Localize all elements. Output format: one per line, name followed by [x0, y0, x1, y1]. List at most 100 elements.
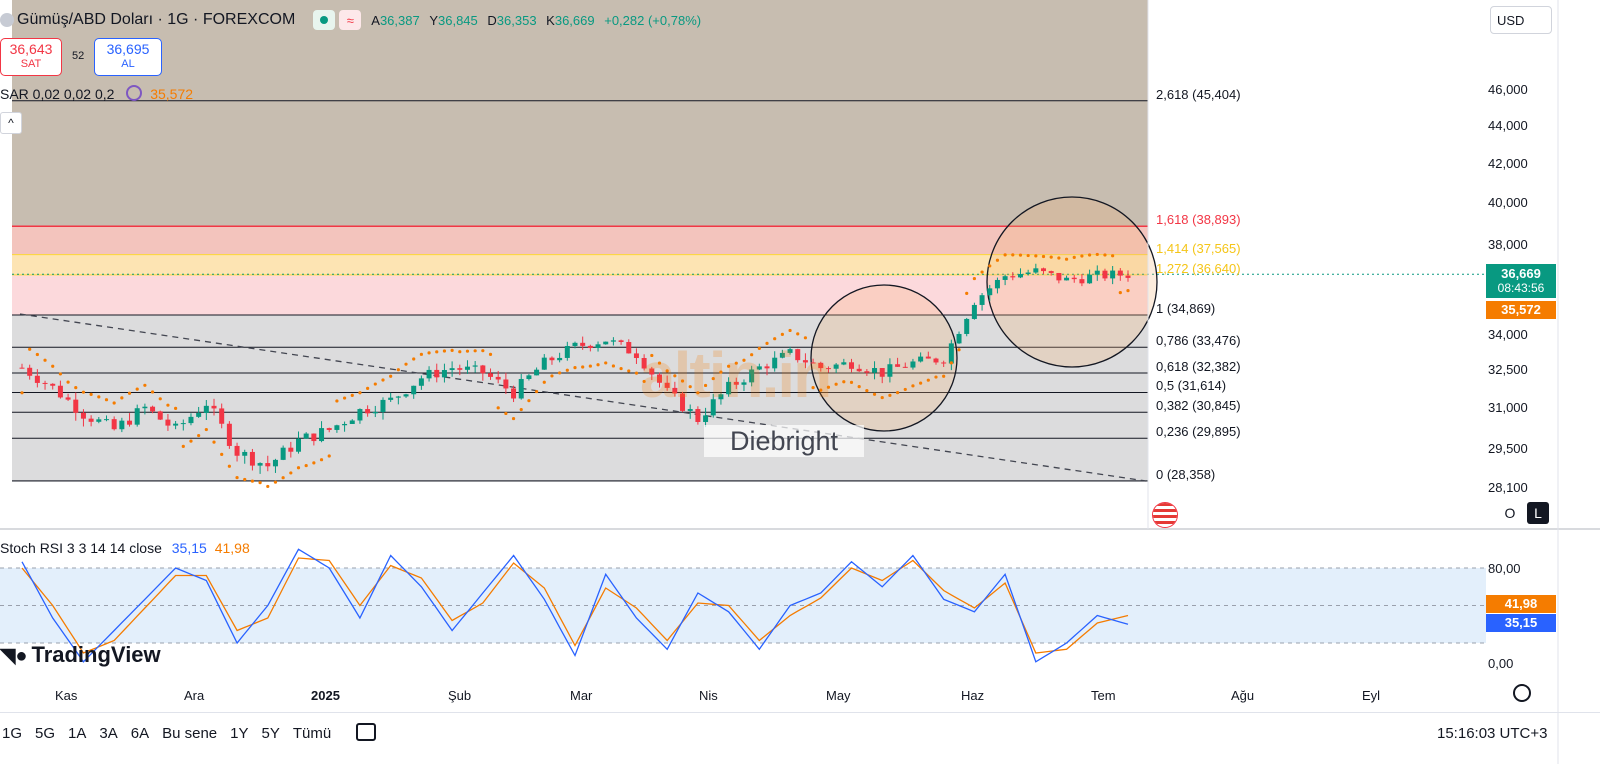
clock-time[interactable]: 15:16:03 UTC+3	[1437, 725, 1548, 742]
candle-body	[626, 341, 632, 354]
sar-dot	[703, 383, 708, 388]
sar-dot	[895, 391, 900, 395]
candle-body	[1025, 272, 1031, 275]
buy-label: AL	[121, 58, 135, 70]
tradingview-logo[interactable]: ◥● TradingView	[0, 642, 161, 668]
range-button[interactable]: 1G	[2, 725, 23, 742]
sar-dot	[281, 476, 285, 480]
delay-icon[interactable]: ≈	[339, 10, 362, 30]
candle-body	[933, 358, 939, 363]
candle-body	[211, 405, 217, 409]
candle-body	[73, 399, 79, 413]
sar-dot	[304, 463, 308, 468]
scale-o-button[interactable]: O	[1504, 505, 1516, 521]
axis-settings-icon[interactable]	[1513, 684, 1531, 702]
range-button[interactable]: 3A	[99, 725, 118, 742]
candle-body	[795, 349, 801, 361]
candle-body	[856, 368, 862, 372]
sar-dot	[197, 433, 201, 438]
sar-label: SAR 0,02 0,02 0,2	[0, 86, 115, 102]
sar-price-tag: 35,572	[1486, 301, 1556, 319]
x-axis-month: Ara	[184, 688, 205, 703]
buy-button[interactable]: 36,695 AL	[94, 38, 162, 76]
range-button[interactable]: Bu sene	[162, 725, 218, 742]
sar-dot	[366, 386, 370, 390]
candle-body	[395, 396, 401, 398]
sar-settings-icon[interactable]	[126, 85, 143, 101]
sar-dot	[396, 368, 400, 372]
sar-dot	[1026, 253, 1030, 258]
sar-dot	[97, 395, 101, 399]
candle-body	[741, 382, 747, 385]
range-button[interactable]: 6A	[130, 725, 150, 742]
sar-dot	[657, 361, 662, 365]
date-range-icon[interactable]	[356, 723, 376, 741]
us-flag-icon[interactable]	[1153, 503, 1177, 527]
candle-body	[818, 362, 824, 369]
candle-body	[918, 356, 924, 362]
sar-dot	[880, 395, 884, 400]
candle-body	[342, 423, 348, 426]
sar-dot	[834, 382, 838, 386]
candle-body	[603, 341, 609, 345]
candle-body	[1017, 274, 1023, 278]
candle-body	[1010, 276, 1016, 278]
candle-body	[1125, 275, 1131, 278]
candle-body	[941, 362, 947, 364]
y-axis-tick: 44,000	[1488, 118, 1528, 133]
range-button[interactable]: 1Y	[230, 725, 249, 742]
range-button[interactable]: Tümü	[292, 725, 332, 742]
sar-legend[interactable]: SAR 0,02 0,02 0,2 35,572	[0, 85, 193, 102]
candle-body	[610, 340, 616, 342]
sar-dot	[573, 366, 577, 370]
sar-dot	[258, 480, 262, 485]
sar-dot	[926, 378, 930, 382]
trendline	[19, 313, 1147, 482]
highlight-circle	[810, 284, 958, 432]
sar-dot	[296, 466, 301, 470]
sar-dot	[673, 374, 677, 378]
sar-dot	[757, 346, 761, 350]
sar-dot	[212, 440, 216, 444]
range-button[interactable]: 1A	[68, 725, 87, 742]
candle-body	[288, 447, 294, 452]
sar-dot	[596, 363, 600, 367]
sar-dot	[358, 391, 362, 395]
candle-body	[19, 367, 25, 369]
symbol-title[interactable]: Gümüş/ABD Doları · 1G · FOREXCOM	[17, 11, 296, 28]
collapse-legend-button[interactable]: ^	[0, 112, 22, 134]
market-open-icon[interactable]	[313, 10, 336, 30]
candle-body	[687, 409, 693, 411]
sar-dot	[335, 399, 339, 403]
sar-dot	[819, 388, 823, 392]
highlight-circle	[986, 196, 1158, 368]
candle-body	[1094, 270, 1100, 275]
candle-body	[42, 382, 48, 384]
candle-body	[557, 357, 563, 361]
sar-dot	[903, 387, 907, 392]
stoch-legend[interactable]: Stoch RSI 3 3 14 14 close 35,15 41,98	[0, 540, 250, 556]
range-button[interactable]: 5Y	[261, 725, 280, 742]
scale-l-button[interactable]: L	[1527, 502, 1549, 524]
candle-body	[1041, 268, 1047, 272]
candle-body	[1033, 268, 1039, 273]
symbol-icon[interactable]	[0, 13, 14, 27]
range-button[interactable]: 5G	[35, 725, 56, 742]
sar-dot	[511, 416, 516, 421]
sar-dot	[826, 385, 831, 389]
sar-dot	[465, 349, 470, 353]
sar-dot	[865, 389, 869, 393]
sar-dot	[104, 398, 109, 402]
candle-body	[50, 383, 56, 386]
sar-dot	[481, 349, 485, 353]
candle-body	[1071, 277, 1077, 280]
sar-dot	[1049, 255, 1053, 259]
candle-body	[572, 342, 578, 346]
currency-selector[interactable]: USD	[1490, 6, 1552, 34]
sell-button[interactable]: 36,643 SAT	[0, 38, 62, 76]
sar-dot	[496, 406, 500, 410]
candle-body	[779, 352, 785, 358]
sar-dot	[519, 407, 523, 412]
sar-dot	[1072, 255, 1076, 260]
